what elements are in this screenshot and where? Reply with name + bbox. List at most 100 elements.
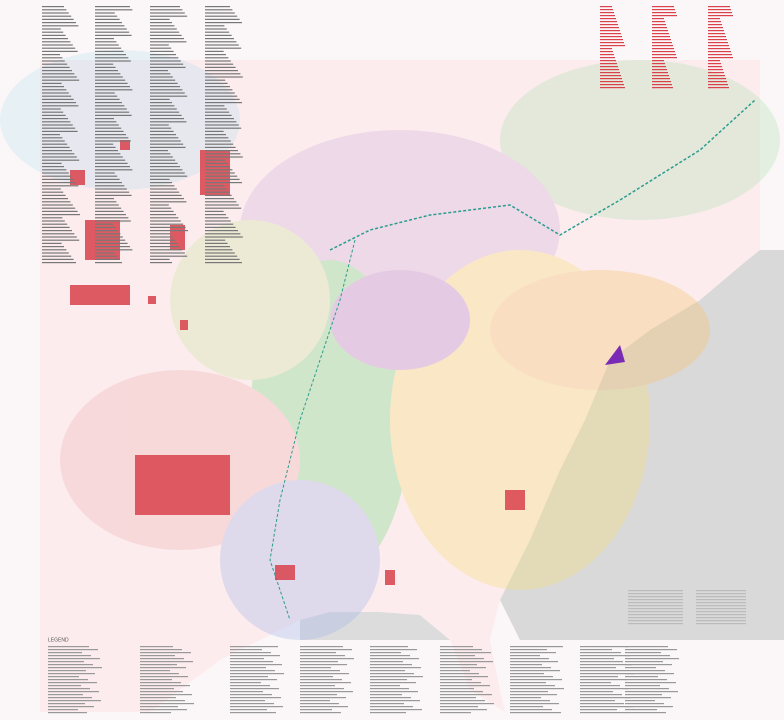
text-line — [580, 646, 628, 648]
text-line — [205, 150, 238, 152]
text-line — [205, 223, 234, 225]
text-line — [95, 226, 116, 228]
text-line — [42, 66, 70, 68]
text-line — [652, 39, 671, 41]
text-line — [510, 655, 540, 657]
text-line — [42, 12, 69, 14]
text-line — [95, 28, 127, 30]
text-line — [140, 691, 183, 693]
text-line — [205, 134, 226, 136]
text-line — [652, 42, 672, 44]
text-line — [42, 146, 70, 148]
text-line — [230, 709, 267, 711]
text-line — [150, 220, 181, 222]
text-line — [300, 649, 352, 651]
text-line — [150, 6, 180, 8]
text-line — [652, 36, 670, 38]
text-line — [652, 33, 669, 35]
text-line — [652, 21, 665, 23]
text-line — [95, 255, 118, 257]
text-line — [95, 108, 127, 110]
text-line — [708, 21, 721, 23]
text-line — [205, 169, 233, 171]
parcel — [505, 490, 525, 510]
text-line — [300, 691, 353, 693]
text-line — [580, 688, 629, 690]
text-line — [42, 223, 68, 225]
text-line — [150, 217, 179, 219]
text-line — [42, 82, 62, 84]
region — [220, 480, 380, 640]
text-line — [230, 649, 262, 651]
text-line — [600, 63, 617, 65]
text-line — [370, 694, 402, 696]
text-line — [510, 646, 563, 648]
text-line — [652, 54, 676, 56]
text-line — [48, 655, 91, 657]
text-line — [230, 712, 276, 714]
region — [390, 250, 650, 590]
text-line — [205, 246, 230, 248]
text-line — [140, 673, 179, 675]
text-line — [150, 102, 172, 104]
text-line — [42, 220, 65, 222]
text-line — [600, 36, 622, 38]
text-line — [48, 688, 90, 690]
text-line — [625, 658, 679, 660]
text-line — [205, 201, 237, 203]
text-line — [150, 114, 182, 116]
text-line — [205, 220, 231, 222]
text-line — [205, 98, 240, 100]
text-line — [628, 590, 683, 592]
gulf — [300, 612, 450, 640]
text-line — [42, 178, 74, 180]
text-line — [150, 210, 174, 212]
text-line — [42, 255, 72, 257]
text-line — [95, 105, 125, 107]
text-line — [95, 182, 122, 184]
atlantic-ocean — [500, 250, 784, 640]
text-line — [150, 34, 182, 36]
text-line — [652, 69, 667, 71]
text-line — [140, 676, 188, 678]
text-line — [600, 48, 612, 50]
text-line — [708, 81, 727, 83]
text-line — [140, 661, 193, 663]
text-line — [205, 210, 224, 212]
text-line — [370, 670, 405, 672]
text-line — [95, 79, 126, 81]
text-line — [95, 92, 115, 94]
text-line — [230, 664, 282, 666]
text-line — [150, 63, 184, 65]
text-line — [580, 703, 624, 705]
text-line — [95, 50, 124, 52]
text-line — [150, 108, 177, 110]
text-line — [300, 670, 340, 672]
text-line — [95, 82, 128, 84]
region — [170, 220, 330, 380]
text-line — [140, 646, 173, 648]
text-line — [708, 57, 733, 59]
text-line — [205, 111, 230, 113]
text-line — [150, 194, 182, 196]
parcel — [385, 570, 395, 585]
text-line — [652, 72, 668, 74]
text-line — [440, 697, 476, 699]
text-line — [440, 679, 472, 681]
text-line — [230, 700, 265, 702]
text-line — [600, 78, 622, 80]
text-line — [150, 73, 171, 75]
text-line — [230, 646, 278, 648]
text-line — [230, 694, 272, 696]
text-line — [205, 137, 229, 139]
text-line — [708, 51, 731, 53]
text-line — [708, 78, 726, 80]
text-line — [48, 646, 89, 648]
text-line — [708, 27, 723, 29]
text-line — [625, 661, 663, 663]
text-line — [230, 667, 266, 669]
text-line — [42, 25, 79, 27]
text-line — [696, 611, 746, 613]
text-line — [95, 73, 121, 75]
text-line — [140, 655, 175, 657]
